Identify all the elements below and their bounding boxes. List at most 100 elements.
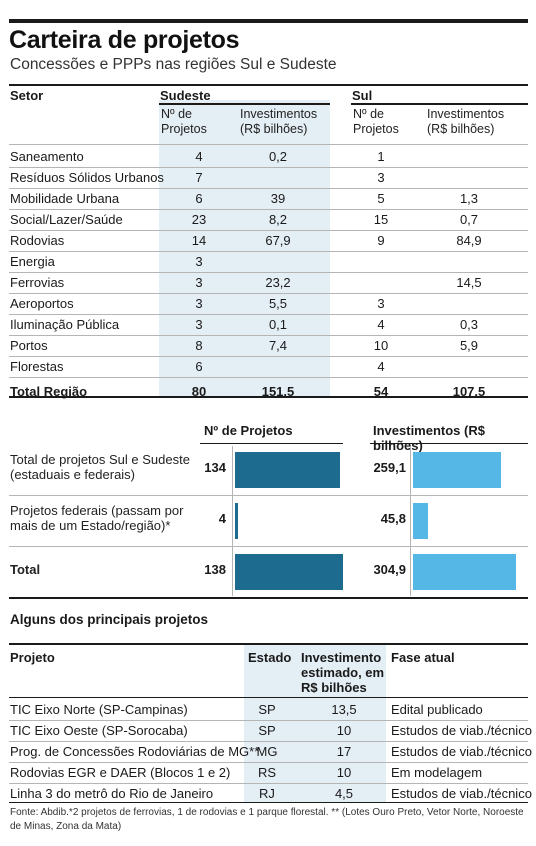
bars-bottom-rule (9, 597, 528, 599)
sudeste-n-cell: 3 (195, 254, 203, 269)
row-divider (9, 314, 528, 315)
projetos-bar (235, 452, 340, 488)
sul-investimentos-header: Investimentos (R$ bilhões) (427, 107, 505, 136)
sul-n-cell: 3 (377, 170, 385, 185)
setor-cell: Florestas (10, 359, 64, 374)
table-row: Ferrovias 3 23,2 14,5 (9, 272, 528, 293)
row-divider (9, 335, 528, 336)
setor-cell: Iluminação Pública (10, 317, 120, 332)
table-row: Resíduos Sólidos Urbanos 7 3 (9, 167, 528, 188)
sul-inv-cell: 1,3 (459, 191, 479, 206)
investimentos-value-label: 45,8 (380, 511, 406, 526)
row-divider (9, 230, 528, 231)
table-row: Mobilidade Urbana 6 39 5 1,3 (9, 188, 528, 209)
projeto-cell: Prog. de Concessões Rodoviárias de MG** (10, 744, 260, 759)
sudeste-inv-cell: 0,1 (268, 317, 288, 332)
bar-row-divider (9, 495, 528, 496)
estado-cell: RJ (259, 786, 275, 801)
investimento-cell: 17 (336, 744, 352, 759)
sul-n-cell: 4 (377, 359, 385, 374)
investimentos-value-label: 259,1 (373, 460, 406, 475)
setor-cell: Portos (10, 338, 48, 353)
row-divider (9, 272, 528, 273)
table-row: TIC Eixo Oeste (SP-Sorocaba) SP 10 Estudos … (9, 720, 532, 741)
sudeste-n-cell: 7 (195, 170, 203, 185)
row-divider (9, 741, 528, 742)
sudeste-inv-cell: 23,2 (265, 275, 291, 290)
investimento-cell: 10 (336, 765, 352, 780)
table-row: Prog. de Concessões Rodoviárias de MG** M… (9, 741, 532, 762)
estado-header: Estado (248, 650, 292, 665)
sudeste-column-shade (159, 100, 330, 397)
sudeste-n-cell: 3 (195, 275, 203, 290)
sudeste-n-cell: 3 (195, 296, 203, 311)
bars-investimentos-axis (410, 446, 411, 596)
table1-bottom-rule (9, 396, 528, 398)
sul-inv-cell: 0,7 (459, 212, 479, 227)
sul-n-cell: 3 (377, 296, 385, 311)
projetos-value-label: 4 (218, 511, 226, 526)
investimentos-bar (413, 554, 516, 590)
table1-header-divider (9, 144, 528, 145)
bars-projetos-header-rule (200, 443, 343, 444)
projeto-header: Projeto (10, 650, 55, 665)
sul-inv-cell: 84,9 (456, 233, 482, 248)
fase-cell: Edital publicado (391, 702, 483, 717)
sudeste-n-cell: 6 (195, 359, 203, 374)
page-title: Carteira de projetos (9, 26, 240, 54)
top-rule (9, 19, 528, 23)
row-divider (9, 720, 528, 721)
row-divider (9, 188, 528, 189)
sudeste-inv-cell: 8,2 (268, 212, 288, 227)
sul-inv-cell: 5,9 (459, 338, 479, 353)
projeto-cell: Rodovias EGR e DAER (Blocos 1 e 2) (10, 765, 231, 780)
table-row: Iluminação Pública 3 0,1 4 0,3 (9, 314, 528, 335)
projects-table-header-divider (9, 697, 528, 698)
bar-row-label: Total de projetos Sul e Sudeste (estadua… (10, 452, 190, 482)
sul-n-cell: 5 (377, 191, 385, 206)
header-rule (9, 84, 528, 86)
projects-table-title: Alguns dos principais projetos (10, 612, 209, 627)
sul-n-cell: 10 (373, 338, 389, 353)
sudeste-group-rule (159, 103, 330, 105)
setor-header: Setor (10, 88, 44, 103)
projetos-bar (235, 503, 238, 539)
investimentos-bar (413, 503, 428, 539)
fase-cell: Estudos de viab./técnico (391, 744, 532, 759)
row-divider (9, 762, 528, 763)
total-sul-inv-cell: 107,5 (452, 384, 486, 399)
total-row: Total Região 80 151,5 54 107,5 (9, 381, 528, 402)
bar-row-divider (9, 546, 528, 547)
bars-investimentos-header-rule (370, 443, 528, 444)
estado-cell: SP (258, 723, 276, 738)
investimentos-value-label: 304,9 (373, 562, 406, 577)
row-divider (9, 356, 528, 357)
setor-cell: Saneamento (10, 149, 84, 164)
setor-cell: Energia (10, 254, 55, 269)
bars-projetos-header: Nº de Projetos (204, 423, 293, 438)
table-row: Florestas 6 4 (9, 356, 528, 377)
bar-row-label: Total (10, 562, 41, 577)
sudeste-n-cell: 6 (195, 191, 203, 206)
table-row: Rodovias EGR e DAER (Blocos 1 e 2) RS 10 Em… (9, 762, 528, 783)
sul-n-cell: 9 (377, 233, 385, 248)
sul-n-cell: 4 (377, 317, 385, 332)
estado-cell: SP (258, 702, 276, 717)
sudeste-n-cell: 14 (191, 233, 207, 248)
table-row: Linha 3 do metrô do Rio de Janeiro RJ 4,5 E… (9, 783, 532, 804)
sudeste-inv-cell: 7,4 (268, 338, 288, 353)
sudeste-inv-cell: 0,2 (268, 149, 288, 164)
setor-cell: Mobilidade Urbana (10, 191, 120, 206)
fase-cell: Estudos de viab./técnico (391, 723, 532, 738)
projetos-bar (235, 554, 343, 590)
page-subtitle: Concessões e PPPs nas regiões Sul e Sude… (10, 56, 337, 73)
row-divider (9, 377, 528, 378)
projects-table-shade (244, 645, 386, 802)
sul-n-projetos-header: Nº de Projetos (353, 107, 399, 136)
investimento-header: Investimento estimado, em R$ bilhões (301, 650, 385, 695)
sul-inv-cell: 14,5 (456, 275, 482, 290)
investimentos-bar (413, 452, 501, 488)
table-row: Energia 3 (9, 251, 528, 272)
setor-cell: Aeroportos (10, 296, 74, 311)
table-row: Social/Lazer/Saúde 23 8,2 15 0,7 (9, 209, 528, 230)
